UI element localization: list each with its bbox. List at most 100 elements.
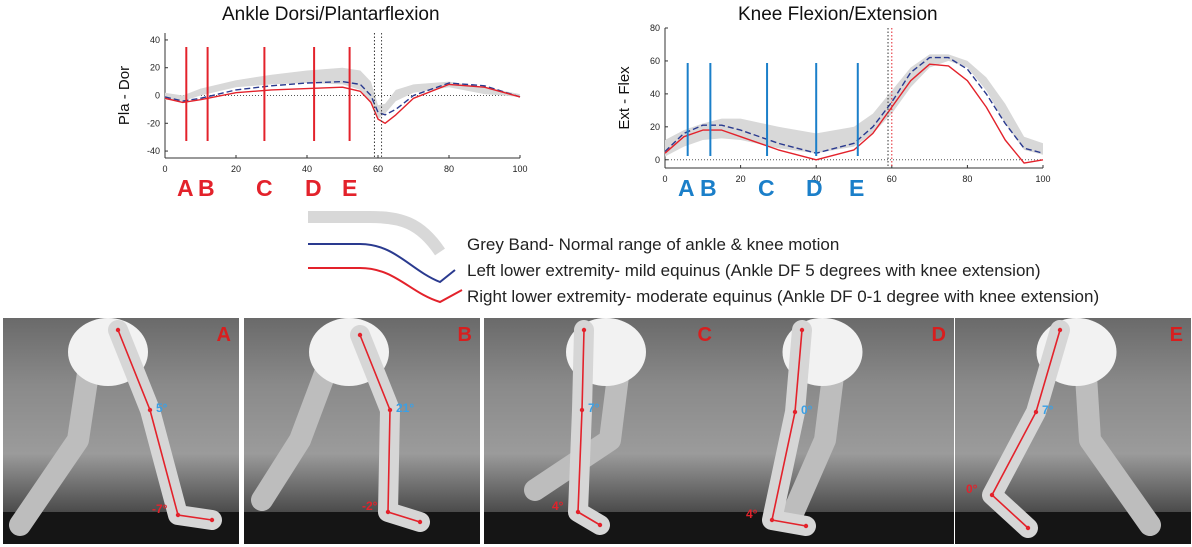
ankle-chart: 0 20 40 60 80 100 -40 -20 0 20 40 Pla - Dor — [116, 33, 528, 174]
knee-x-tick-label: 100 — [1035, 174, 1050, 184]
ankle-angle-label: 0° — [966, 482, 978, 496]
ankle-x-tick-label: 60 — [373, 164, 383, 174]
angle-marker-dot — [597, 522, 603, 528]
ankle-y-tick-label: -20 — [147, 118, 160, 128]
knee-angle-label: 7° — [588, 401, 600, 415]
angle-marker-dot — [387, 407, 393, 413]
ankle-phase-letter-e: E — [342, 175, 358, 201]
knee-phase-letter-d: D — [806, 175, 823, 201]
ankle-phase-letter-b: B — [198, 175, 215, 201]
ankle-angle-label: -7° — [152, 502, 168, 516]
photo-overlay-d: 0° 4° — [718, 318, 954, 544]
knee-phase-letter-c: C — [758, 175, 775, 201]
knee-phase-letter-e: E — [849, 175, 865, 201]
photo-overlay-a: 5° -7° — [3, 318, 239, 544]
photo-label: B — [457, 324, 472, 346]
knee-chart: 0 20 40 60 80 100 0 20 40 60 80 Ext - Flex — [616, 23, 1051, 184]
ankle-phase-letter-c: C — [256, 175, 273, 201]
knee-right-series-line — [664, 63, 1044, 164]
back-leg — [9, 349, 101, 536]
photo-overlay-e: 7° 0° — [955, 318, 1191, 544]
ankle-x-tick-label: 80 — [444, 164, 454, 174]
angle-markup-line — [359, 334, 421, 523]
knee-left-series-line — [664, 56, 1044, 154]
back-leg — [524, 349, 631, 501]
knee-angle-label: 0° — [801, 403, 813, 417]
knee-angle-label: 21° — [396, 401, 414, 415]
ankle-y-tick-label: 0 — [155, 91, 160, 101]
angle-marker-dot — [417, 519, 423, 525]
angle-marker-dot — [792, 409, 798, 415]
knee-normal-band — [665, 54, 1043, 157]
knee-y-tick-label: 80 — [650, 23, 660, 33]
treadmill-belt — [244, 512, 480, 544]
ankle-angle-label: 4° — [552, 499, 564, 513]
ankle-x-tick-label: 100 — [512, 164, 527, 174]
legend-left-extremity: Left lower extremity- mild equinus (Ankl… — [467, 261, 1041, 280]
knee-x-tick-label: 0 — [662, 174, 667, 184]
ankle-angle-label: -2° — [362, 499, 378, 513]
ankle-phase-letter-a: A — [177, 175, 194, 201]
angle-marker-dot — [385, 509, 391, 515]
knee-x-tick-label: 40 — [811, 174, 821, 184]
ankle-y-tick-label: 40 — [150, 35, 160, 45]
treadmill-belt — [718, 512, 954, 544]
legend-right-extremity: Right lower extremity- moderate equinus … — [467, 287, 1100, 306]
knee-y-tick-label: 40 — [650, 89, 660, 99]
legend-swatches — [308, 211, 463, 304]
knee-angle-label: 7° — [1042, 403, 1054, 417]
photo-label: D — [931, 324, 946, 346]
knee-y-tick-label: 60 — [650, 56, 660, 66]
angle-marker-dot — [799, 327, 805, 333]
back-leg — [779, 349, 846, 531]
ankle-x-tick-label: 20 — [231, 164, 241, 174]
photo-overlay-b: 21° -2° — [244, 318, 480, 544]
ankle-x-tick-label: 0 — [162, 164, 167, 174]
angle-marker-dot — [1057, 327, 1063, 333]
knee-x-tick-label: 20 — [736, 174, 746, 184]
angle-marker-dot — [803, 523, 809, 529]
back-leg — [251, 349, 341, 511]
knee-angle-label: 5° — [156, 401, 168, 415]
photo-label: C — [697, 324, 712, 346]
angle-marker-dot — [579, 407, 585, 413]
angle-marker-dot — [209, 517, 215, 523]
photo-label: E — [1169, 324, 1183, 346]
ankle-y-tick-label: -40 — [147, 146, 160, 156]
knee-chart-title: Knee Flexion/Extension — [738, 4, 938, 25]
angle-marker-dot — [1033, 409, 1039, 415]
ankle-left-series-line — [164, 80, 521, 116]
angle-marker-dot — [581, 327, 587, 333]
back-leg — [1074, 349, 1161, 536]
angle-marker-dot — [1025, 525, 1031, 531]
ankle-y-axis-label: Pla - Dor — [116, 66, 133, 125]
angle-marker-dot — [575, 509, 581, 515]
front-leg — [108, 320, 222, 530]
angle-marker-dot — [357, 332, 363, 338]
legend-left-swatch — [308, 243, 456, 284]
knee-phase-letter-b: B — [700, 175, 717, 201]
ankle-angle-label: 4° — [746, 507, 758, 521]
knee-y-tick-label: 0 — [655, 155, 660, 165]
ankle-phase-letter-d: D — [305, 175, 322, 201]
photo-overlay-c: 7° 4° — [484, 318, 720, 544]
ankle-normal-band — [165, 67, 520, 120]
angle-markup-line — [771, 329, 807, 527]
angle-marker-dot — [175, 512, 181, 518]
photo-label: A — [216, 324, 231, 346]
angle-markup-line — [577, 329, 601, 526]
ankle-right-series-line — [164, 83, 521, 124]
knee-x-tick-label: 60 — [887, 174, 897, 184]
angle-marker-dot — [147, 407, 153, 413]
angle-markup-line — [117, 329, 213, 521]
legend-right-swatch — [308, 267, 463, 304]
ankle-x-tick-label: 40 — [302, 164, 312, 174]
knee-y-axis-label: Ext - Flex — [616, 66, 633, 130]
angle-marker-dot — [769, 517, 775, 523]
ankle-chart-title: Ankle Dorsi/Plantarflexion — [222, 4, 440, 25]
legend-grey-band: Grey Band- Normal range of ankle & knee … — [467, 235, 840, 254]
ankle-y-tick-label: 20 — [150, 63, 160, 73]
